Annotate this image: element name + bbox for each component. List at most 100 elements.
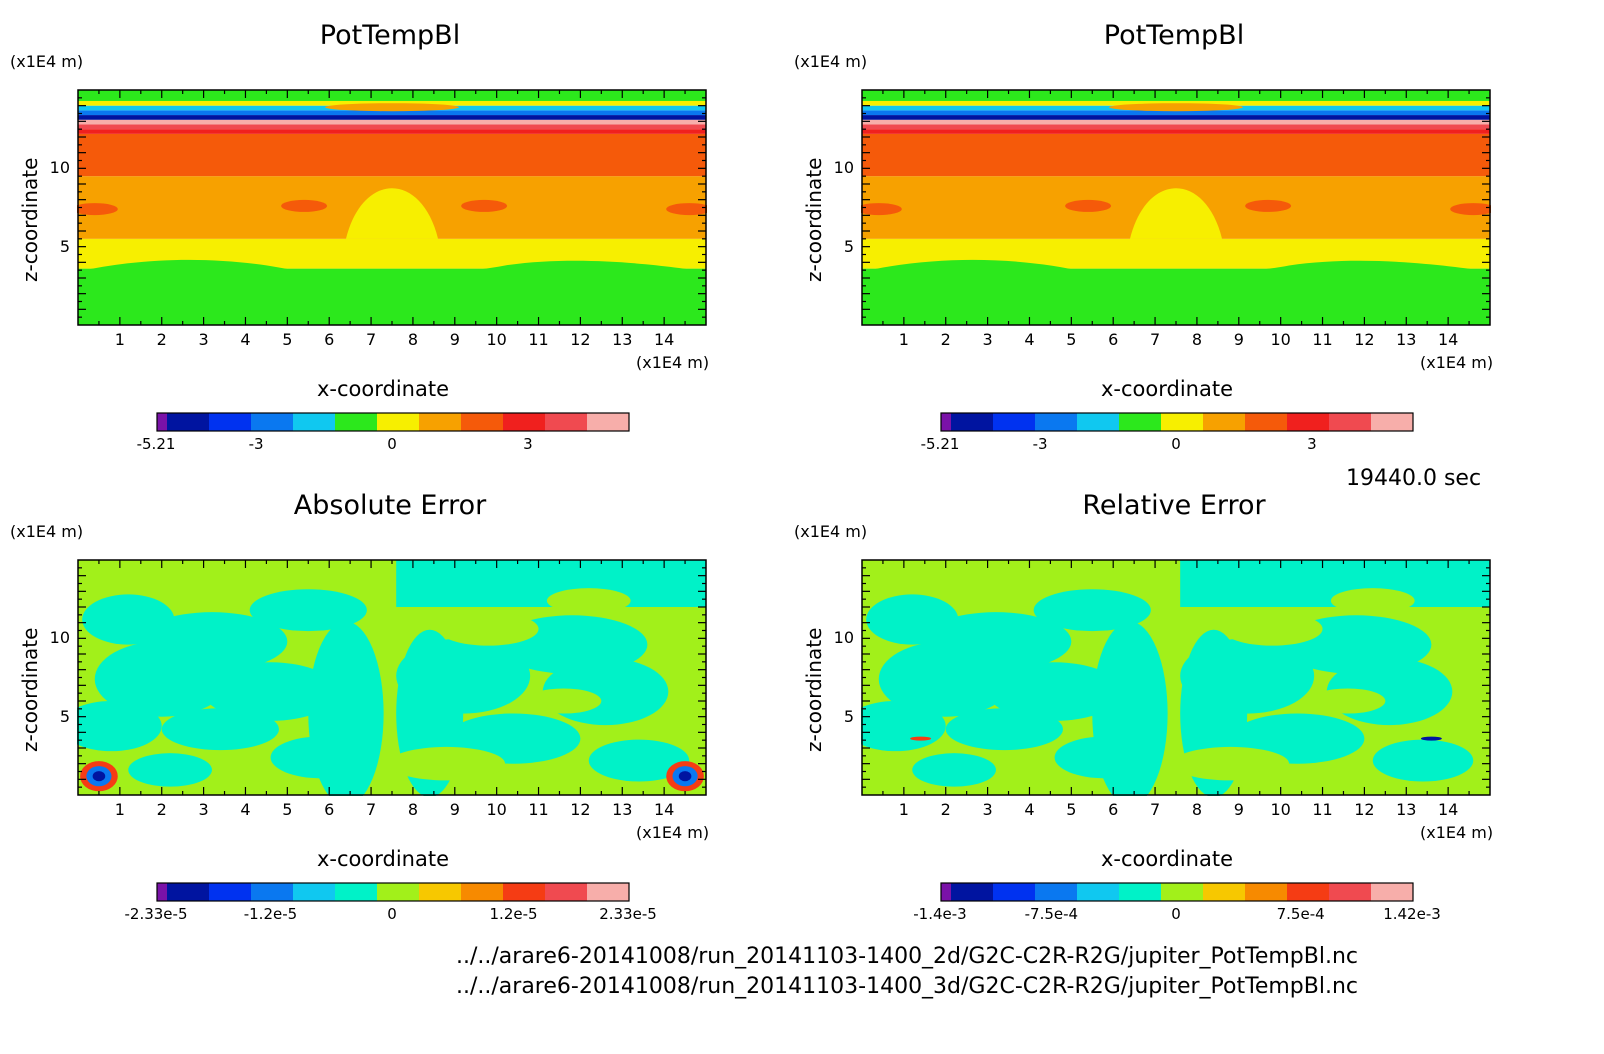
contour-blob xyxy=(1171,746,1290,781)
file-path-2d: ../../arare6-20141008/run_20141103-1400_… xyxy=(456,944,1358,969)
y-tick-label: 10 xyxy=(49,628,70,648)
x-tick-label: 4 xyxy=(240,800,251,819)
x-tick-label: 13 xyxy=(612,330,633,349)
heatmap-plot xyxy=(77,559,707,796)
colorbar-swatch xyxy=(1287,413,1329,431)
colorbar-swatch xyxy=(419,883,461,901)
x-tick-label: 2 xyxy=(940,330,951,349)
x-tick-label: 8 xyxy=(1191,800,1203,819)
colorbar-tick-label: -1.2e-5 xyxy=(243,905,298,923)
y-tick-label: 5 xyxy=(843,706,854,726)
x-tick-label: 2 xyxy=(156,800,167,819)
x-tick-label: 4 xyxy=(240,330,251,349)
colorbar xyxy=(940,412,1414,432)
colorbar-swatch xyxy=(1203,883,1245,901)
colorbar-swatch xyxy=(941,883,951,901)
x-axis-label: x-coordinate xyxy=(1101,847,1234,871)
contour-band xyxy=(862,129,1490,134)
colorbar-tick-label: -2.33e-5 xyxy=(124,905,188,923)
contour-blob xyxy=(270,736,372,779)
x-tick-label: 6 xyxy=(324,800,335,819)
colorbar-tick-label: 0 xyxy=(387,435,397,453)
x-tick-label: 4 xyxy=(1024,330,1035,349)
contour-blob xyxy=(387,746,506,781)
x-tick-label: 9 xyxy=(1233,800,1244,819)
potential-temperature-panel-3d: PotTempBl (x1E4 m) (x1E4 m) z-coordinate x-c… xyxy=(784,0,1564,470)
heatmap-plot xyxy=(861,89,1491,326)
colorbar-swatch xyxy=(587,883,629,901)
x-tick-label: 11 xyxy=(1312,330,1333,349)
x-tick-label: 5 xyxy=(282,800,293,819)
contour-band xyxy=(78,110,706,116)
contour-blob xyxy=(1129,188,1223,239)
x-tick-label: 7 xyxy=(365,800,377,819)
y-axis-label: z-coordinate xyxy=(18,627,42,752)
colorbar-swatch xyxy=(951,413,993,431)
x-tick-labels: 1 2 3 4 5 6 7 8 9 10 11 12 13 14 xyxy=(78,330,706,350)
colorbar-swatch xyxy=(503,413,545,431)
colorbar-swatch xyxy=(377,883,419,901)
x-tick-label: 12 xyxy=(1354,800,1375,819)
contour-blob xyxy=(1033,589,1151,632)
y-unit-label: (x1E4 m) xyxy=(794,522,868,541)
colorbar-swatch xyxy=(1077,413,1119,431)
contour-blob xyxy=(862,259,1490,325)
relative-error-panel: Relative Error (x1E4 m) (x1E4 m) z-coordina… xyxy=(784,470,1564,940)
colorbar-swatch xyxy=(1329,883,1371,901)
colorbar-tick-label: 0 xyxy=(1171,435,1181,453)
contour-blob xyxy=(1309,688,1386,714)
heatmap-plot xyxy=(861,559,1491,796)
colorbar-swatch xyxy=(157,413,167,431)
colorbar-swatch xyxy=(209,413,251,431)
x-tick-label: 6 xyxy=(1108,800,1119,819)
x-tick-label: 14 xyxy=(653,800,675,819)
x-tick-label: 1 xyxy=(898,330,909,349)
contour-blob xyxy=(1222,612,1323,646)
colorbar-swatch xyxy=(1371,413,1413,431)
colorbar-tick-label: -3 xyxy=(248,435,264,453)
x-tick-label: 8 xyxy=(407,330,419,349)
colorbar-swatch xyxy=(377,413,419,431)
x-tick-label: 12 xyxy=(570,330,591,349)
y-tick-label: 5 xyxy=(59,706,70,726)
y-tick-label: 5 xyxy=(843,236,854,256)
contour-blob xyxy=(249,589,367,632)
colorbar-swatch xyxy=(1035,883,1077,901)
colorbar-tick-label: -5.21 xyxy=(920,435,960,453)
colorbar-swatch xyxy=(251,413,293,431)
contour-blob xyxy=(910,736,932,741)
x-unit-label: (x1E4 m) xyxy=(636,353,710,372)
x-tick-label: 5 xyxy=(282,330,293,349)
x-tick-label: 2 xyxy=(156,330,167,349)
y-tick-label: 10 xyxy=(49,158,70,178)
potential-temperature-panel-2d: PotTempBl (x1E4 m) (x1E4 m) z-coordinate x-c… xyxy=(0,0,780,470)
contour-blob xyxy=(987,662,1122,721)
colorbar-swatch xyxy=(461,413,503,431)
contour-blob xyxy=(345,188,439,239)
colorbar-swatch xyxy=(293,413,335,431)
y-axis-label: z-coordinate xyxy=(18,157,42,282)
x-tick-label: 13 xyxy=(1396,330,1417,349)
colorbar-swatch xyxy=(1203,413,1245,431)
contour-blob xyxy=(666,203,707,216)
colorbar-tick-label: -5.21 xyxy=(136,435,176,453)
colorbar-swatch xyxy=(1161,413,1203,431)
time-label: 19440.0 sec xyxy=(1346,466,1482,491)
contour-blob xyxy=(203,662,338,721)
contour-blob xyxy=(1450,203,1491,216)
colorbar-swatch xyxy=(209,883,251,901)
contour-band xyxy=(862,110,1490,116)
contour-blob xyxy=(1054,736,1156,779)
x-tick-label: 11 xyxy=(1312,800,1333,819)
x-tick-label: 14 xyxy=(1437,800,1459,819)
x-tick-label: 6 xyxy=(1108,330,1119,349)
contour-blob xyxy=(78,259,706,325)
x-axis-label: x-coordinate xyxy=(1101,377,1234,401)
contour-band xyxy=(78,129,706,134)
colorbar-tick-labels: -2.33e-5 -1.2e-5 0 1.2e-5 2.33e-5 xyxy=(125,905,657,925)
x-tick-label: 9 xyxy=(449,330,460,349)
absolute-error-panel: Absolute Error (x1E4 m) (x1E4 m) z-coordina… xyxy=(0,470,780,940)
x-tick-label: 11 xyxy=(528,330,549,349)
contour-band xyxy=(78,133,706,177)
colorbar-swatch xyxy=(251,883,293,901)
